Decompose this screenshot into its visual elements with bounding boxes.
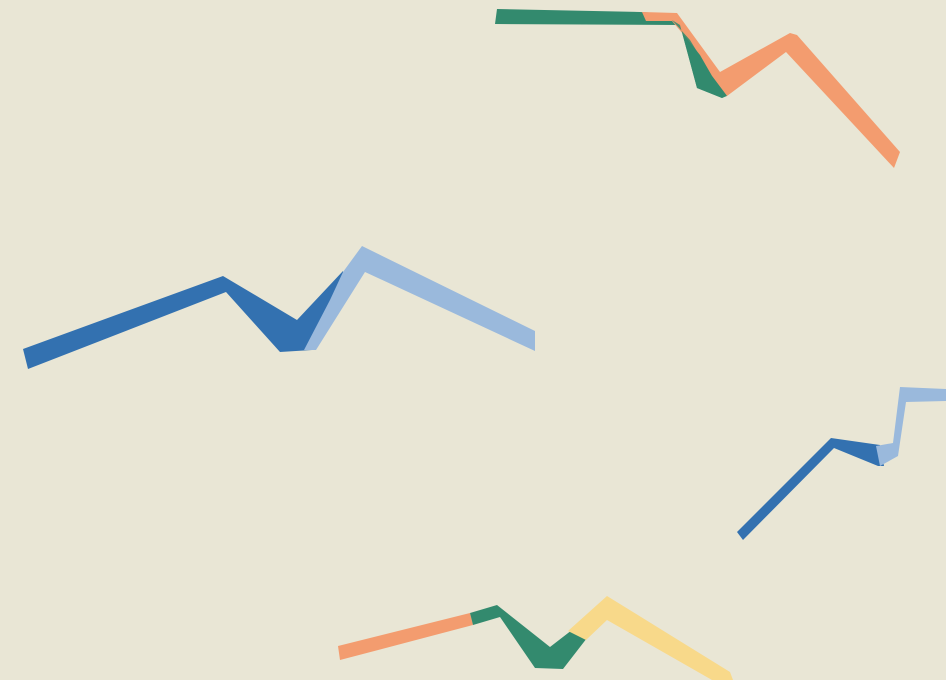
canvas: [0, 0, 946, 680]
background: [0, 0, 946, 680]
page: [0, 0, 946, 680]
